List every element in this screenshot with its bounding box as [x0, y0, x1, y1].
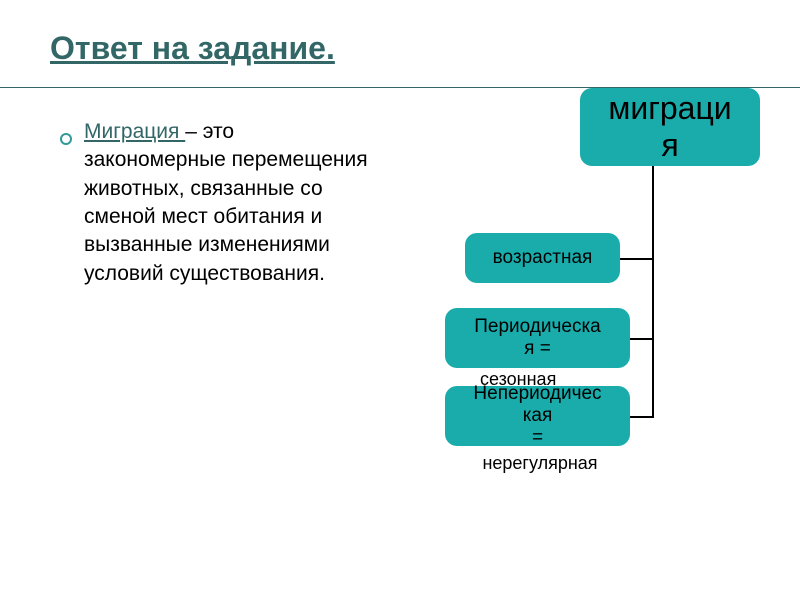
- diagram-root-node: миграци я: [580, 88, 760, 166]
- node-text: возрастная: [493, 247, 593, 269]
- node-text-line3: =: [532, 427, 543, 449]
- diagram-column: миграци я возрастная Периодическа я = се…: [400, 118, 760, 288]
- title-area: Ответ на задание.: [0, 0, 800, 88]
- definition-rest: – это закономерные перемещения животных,…: [84, 120, 368, 285]
- node-text-line2: я =: [524, 338, 551, 360]
- node-text-line1: Непериодичес: [473, 383, 601, 405]
- node-text-line1: Периодическа: [474, 316, 601, 338]
- diagram-node-periodic: Периодическа я =: [445, 308, 630, 368]
- node-text-line2: кая: [523, 405, 553, 427]
- definition-column: Миграция – это закономерные перемещения …: [60, 118, 400, 288]
- definition-text: Миграция – это закономерные перемещения …: [84, 118, 380, 288]
- root-text-line1: миграци: [608, 90, 731, 127]
- page-title: Ответ на задание.: [50, 30, 750, 67]
- connector-line: [620, 258, 653, 260]
- bullet-circle-icon: [60, 125, 72, 153]
- root-text-line2: я: [661, 127, 678, 164]
- node-overflow-nonperiodic: нерегулярная: [470, 453, 610, 474]
- bullet-item: Миграция – это закономерные перемещения …: [60, 118, 380, 288]
- definition-term: Миграция: [84, 120, 185, 143]
- connector-line: [630, 338, 653, 340]
- connector-line: [652, 166, 654, 418]
- diagram-node-nonperiodic: Непериодичес кая =: [445, 386, 630, 446]
- content-area: Миграция – это закономерные перемещения …: [0, 88, 800, 308]
- diagram-node-age: возрастная: [465, 233, 620, 283]
- connector-line: [630, 416, 653, 418]
